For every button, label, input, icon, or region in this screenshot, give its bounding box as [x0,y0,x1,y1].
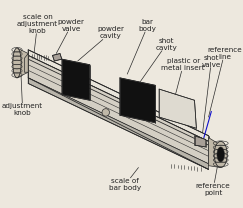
Polygon shape [28,50,208,141]
Polygon shape [52,53,62,61]
Polygon shape [62,59,90,100]
Polygon shape [195,136,206,147]
Polygon shape [159,89,196,128]
Text: powder
valve: powder valve [56,19,85,53]
Text: reference
point: reference point [196,164,231,196]
Polygon shape [28,78,208,169]
Ellipse shape [13,48,21,78]
Text: adjustment
knob: adjustment knob [2,68,43,116]
Text: scale of
bar body: scale of bar body [109,167,141,191]
Text: shot
cavity: shot cavity [140,38,177,82]
Polygon shape [28,50,208,164]
Polygon shape [120,78,155,123]
Text: reference
line: reference line [207,47,242,117]
Polygon shape [17,48,28,78]
Text: scale on
adjustment
knob: scale on adjustment knob [17,14,58,55]
Ellipse shape [217,147,225,162]
Text: powder
cavity: powder cavity [78,26,124,61]
Text: bar
body: bar body [127,19,157,74]
Polygon shape [208,138,221,167]
Polygon shape [25,53,28,72]
Ellipse shape [102,109,110,116]
Text: plastic or
metal insert: plastic or metal insert [162,58,205,100]
Ellipse shape [214,141,227,167]
Text: shot
valve: shot valve [202,54,221,138]
Polygon shape [28,55,208,164]
